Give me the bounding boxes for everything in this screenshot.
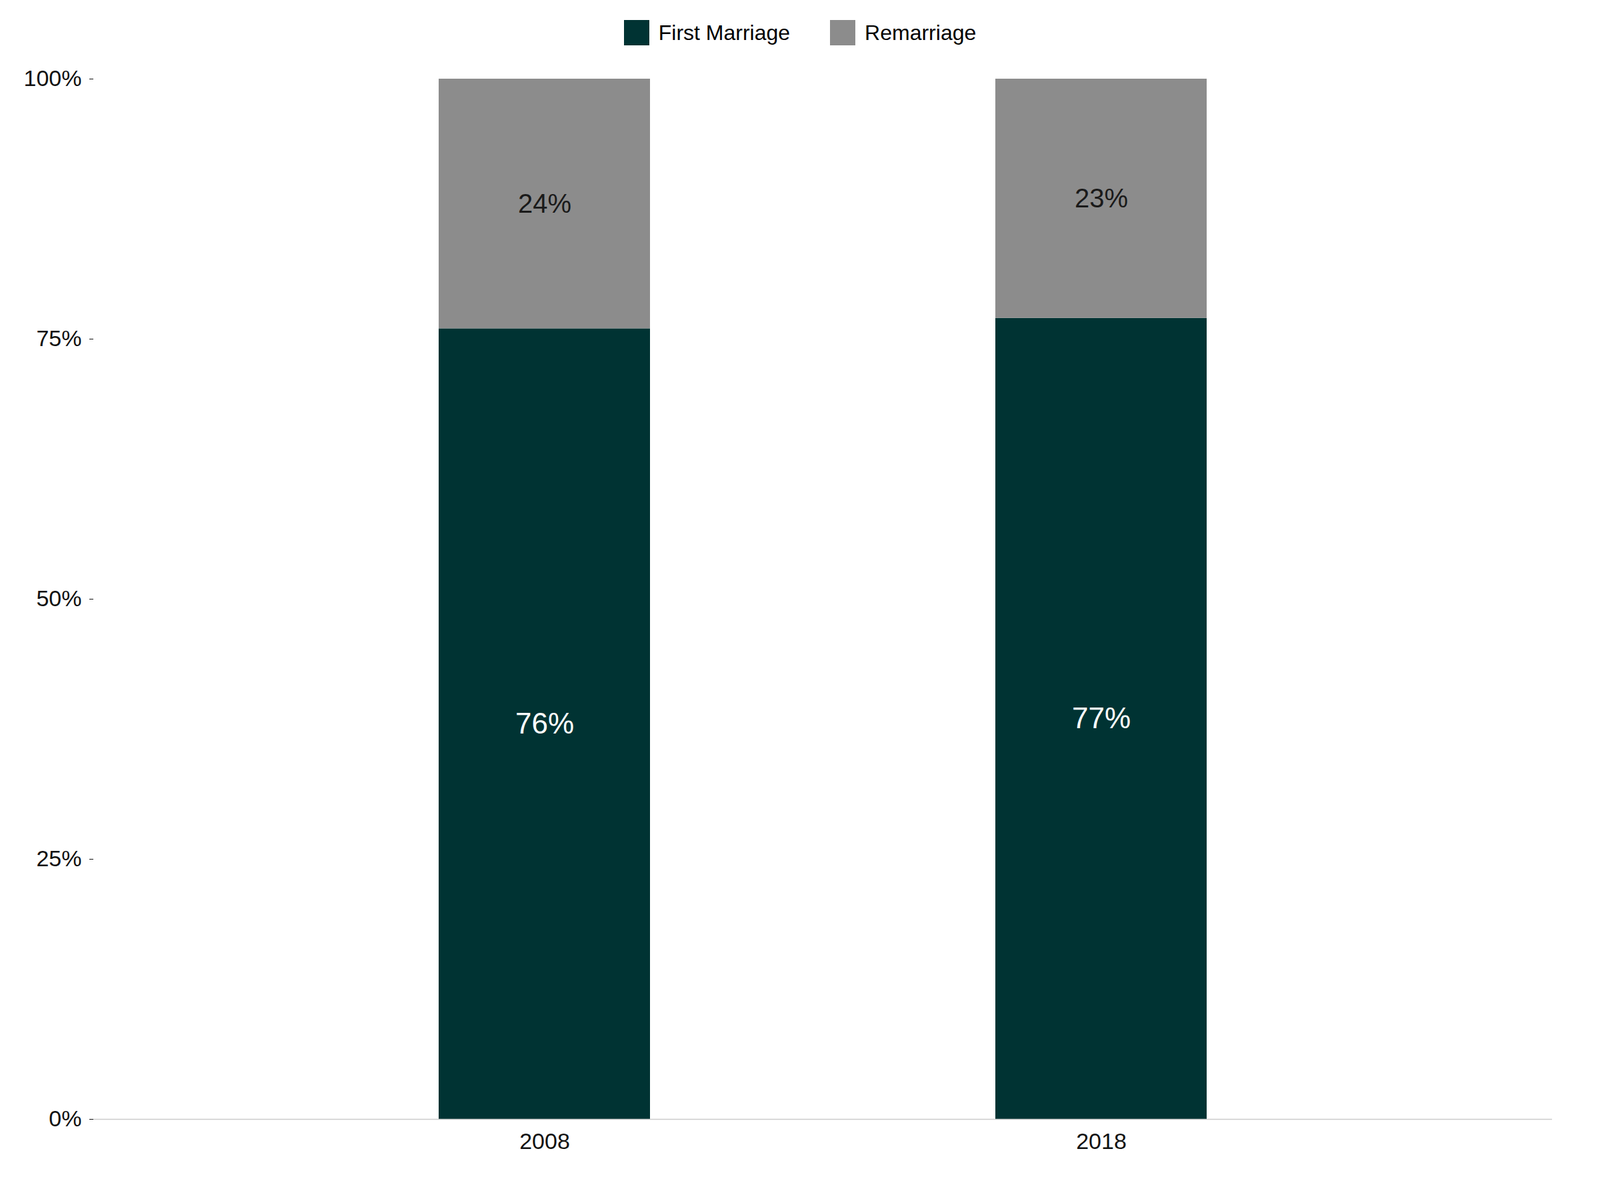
svg-text:24%: 24%: [518, 188, 572, 218]
svg-text:0%: 0%: [48, 1105, 82, 1131]
html-text:First Marriage: First Marriage: [658, 20, 791, 45]
html-text:Remarriage: Remarriage: [864, 20, 977, 45]
svg-text:23%: 23%: [1074, 183, 1128, 213]
svg-text:77%: 77%: [1072, 701, 1131, 734]
svg-text:2008: 2008: [519, 1128, 570, 1154]
svg-text:100%: 100%: [24, 65, 82, 91]
svg-text:2018: 2018: [1076, 1128, 1127, 1154]
svg-text:75%: 75%: [36, 325, 82, 351]
svg-text:25%: 25%: [36, 845, 82, 871]
svg-text:76%: 76%: [515, 706, 574, 740]
svg-text:50%: 50%: [36, 585, 82, 611]
